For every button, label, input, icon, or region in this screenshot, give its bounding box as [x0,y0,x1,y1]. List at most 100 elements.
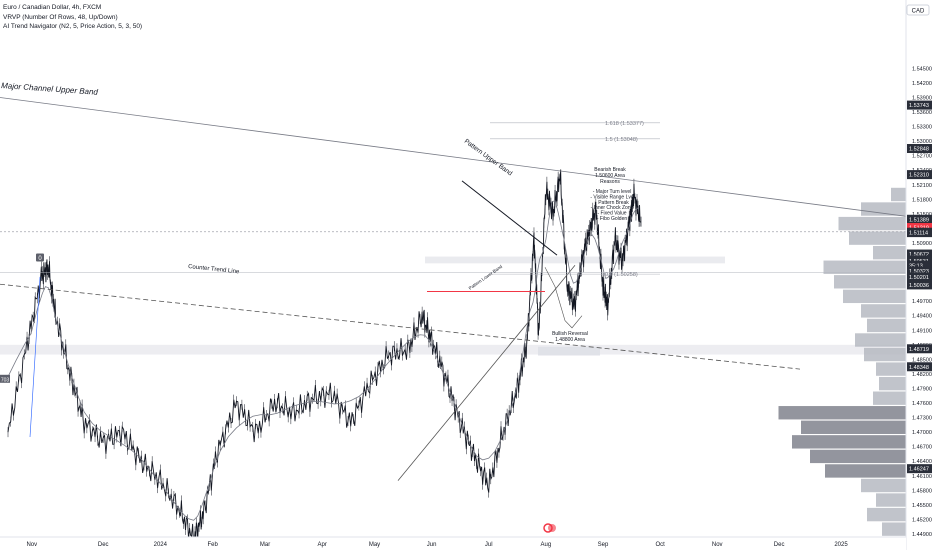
price-level-box [907,260,932,270]
y-tick-label: 1.47000 [912,430,932,436]
volume-profile-bar [876,493,906,507]
volume-profile-bar [823,260,906,274]
symbol-title[interactable]: Euro / Canadian Dollar, 4h, FXCM [3,4,102,11]
x-tick-label: Aug [541,542,552,548]
time-axis-background [0,537,906,550]
y-tick-label: 1.51800 [912,197,932,203]
left-channel-line [29,276,41,438]
volume-profile-bar [861,478,906,493]
y-tick-label: 1.47600 [912,401,932,407]
x-tick-label: Sep [598,542,609,548]
y-tick-label: 1.53000 [912,139,932,145]
x-tick-label: Oct [655,542,665,548]
bullish-zone [538,346,600,356]
volume-profile-bar [843,289,906,304]
volume-profile-bar [855,333,906,347]
x-tick-label: Feb [208,542,219,548]
price-level-label: 1.50036 [909,283,929,289]
x-tick-label: 2025 [834,542,848,548]
volume-profile-bar [861,202,906,216]
price-level-label: 35:13 [909,263,923,269]
y-tick-label: 1.50900 [912,241,932,247]
x-tick-label: Apr [317,542,326,548]
volume-profile-bar [825,464,906,478]
y-tick-label: 1.45500 [912,503,932,509]
left-marker-label: 0 [38,256,42,262]
volume-profile-bar [873,245,906,260]
bullish-area-label: 1.48800 Area [555,337,585,343]
chart-legend: Euro / Canadian Dollar, 4h, FXCM VRVP (N… [3,3,142,32]
y-tick-label: 1.46100 [912,474,932,480]
y-tick-label: 1.54200 [912,81,932,87]
price-level-box [907,249,932,259]
x-tick-label: Jun [427,542,437,548]
price-level-box [907,100,932,110]
price-level-box [907,144,932,154]
y-tick-label: 1.45200 [912,517,932,523]
volume-profile [778,187,906,536]
price-level-label: 1.50323 [909,269,929,275]
left-marker-box [36,253,44,262]
fib-1618-label: 1.618 (1.53377) [605,121,644,127]
volume-profile-bar [867,507,906,522]
volume-profile-bar [810,449,906,464]
x-tick-label: Jul [485,542,493,548]
volume-profile-bar [891,187,906,202]
price-level-label: 1.48348 [909,365,929,371]
left-tag-label: 703 [1,377,10,383]
price-level-label: 1.46247 [909,467,929,473]
pattern-lower-line [397,265,576,481]
indicator-vrvp[interactable]: VRVP (Number Of Rows, 48, Up/Down) [3,13,118,21]
y-tick-label: 1.48200 [912,372,932,378]
y-tick-label: 1.45800 [912,488,932,494]
support-zone [0,344,906,355]
volume-profile-bar [792,435,906,449]
x-tick-label: Nov [712,542,723,548]
reason-item: - Fibo Golden [597,216,628,222]
reason-item: - Major Turn level [593,189,632,195]
counter-trend-line [0,283,801,370]
y-tick-label: 1.44900 [912,532,932,538]
bearish-area-label: 1.50600 Area [595,173,625,179]
volume-profile-bar [882,522,906,536]
bearish-reasons-label: Reasons [600,179,620,185]
x-tick-label: Nov [26,542,37,548]
price-level-box [907,280,932,290]
volume-profile-bar [867,318,906,333]
fib-15-label: 1.5 (1.53048) [605,137,638,143]
y-tick-label: 1.46400 [912,459,932,465]
x-tick-label: Dec [774,542,785,548]
volume-profile-bar [778,406,906,420]
price-level-label: 1.48719 [909,347,929,353]
projection-path [544,267,583,329]
price-level-label: 1.53743 [909,103,929,109]
y-tick-label: 1.54500 [912,66,932,72]
volume-profile-bar [861,304,906,318]
pattern-upper-line [461,180,558,256]
price-level-box [907,362,932,372]
price-level-box [907,464,932,474]
currency-label: CAD [912,9,925,15]
price-level-label: 1.51114 [909,231,928,237]
price-level-box [907,228,932,238]
y-tick-label: 1.49700 [912,299,932,305]
y-tick-label: 1.49400 [912,314,932,320]
ai-trend-line [7,200,640,521]
major-channel-line [0,97,907,217]
price-level-label: 1.51389 [909,217,929,223]
resistance-zone [425,256,725,264]
y-tick-label: 1.52100 [912,183,932,189]
volume-profile-bar [838,216,906,231]
indicator-ai-trend[interactable]: AI Trend Navigator (N2, 5, Price Action,… [3,23,143,30]
x-tick-label: Dec [98,542,109,548]
y-tick-label: 1.48500 [912,357,932,363]
price-level-box [907,170,932,180]
y-tick-label: 1.47900 [912,386,932,392]
volume-profile-bar [801,420,906,434]
y-tick-label: 1.53900 [912,95,932,101]
volume-profile-bar [834,275,906,289]
price-level-box [907,223,932,233]
volume-profile-bar [864,347,906,362]
candle-wicks [7,171,642,550]
